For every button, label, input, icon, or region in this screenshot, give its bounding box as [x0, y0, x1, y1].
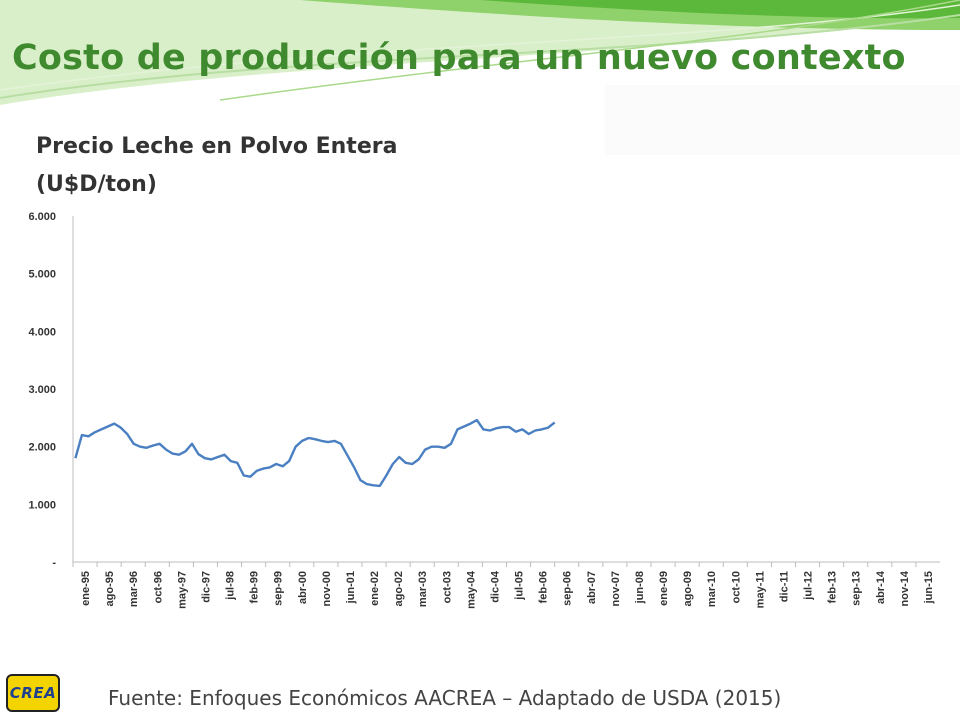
x-tick-label: dic-04: [489, 570, 501, 603]
x-tick-label: mar-96: [128, 571, 140, 607]
y-tick-label: 4.000: [28, 326, 56, 338]
chart-title-line-1: Precio Leche en Polvo Entera: [36, 134, 398, 159]
x-tick-label: jul-05: [514, 571, 526, 601]
x-tick-label: jun-15: [923, 571, 935, 604]
x-tick-label: jul-98: [225, 571, 237, 601]
x-tick-label: jun-08: [634, 571, 646, 604]
x-tick-label: mar-10: [706, 571, 718, 607]
x-tick-label: ene-09: [658, 571, 670, 606]
x-tick-label: abr-07: [586, 571, 598, 604]
x-tick-label: oct-96: [152, 571, 164, 603]
header-line-3: [219, 0, 960, 101]
series-line: [74, 418, 556, 488]
x-tick-label: may-04: [465, 570, 477, 609]
x-tick-label: jun-01: [345, 571, 357, 604]
y-tick-label: 6.000: [28, 211, 56, 223]
x-tick-label: ago-02: [393, 571, 405, 606]
blank-panel-top: [605, 85, 960, 155]
chart-title: Precio Leche en Polvo Entera (U$D/ton): [36, 128, 397, 204]
x-tick-label: may-97: [176, 571, 188, 609]
x-tick-label: sep-06: [562, 571, 574, 606]
y-tick-label: 5.000: [28, 269, 56, 281]
x-tick-label: ene-95: [80, 571, 92, 606]
x-tick-label: sep-99: [273, 571, 285, 606]
x-tick-label: dic-11: [778, 571, 790, 602]
x-tick-label: mar-03: [417, 571, 429, 607]
header-line: [0, 14, 960, 99]
x-tick-label: oct-10: [730, 571, 742, 603]
series-layer: [74, 418, 556, 488]
crea-logo: CREA: [6, 674, 60, 712]
x-tick-label: may-11: [754, 571, 766, 608]
header-swoosh-light: [0, 0, 960, 105]
header-swoosh-green: [480, 0, 960, 19]
x-tick-label: nov-14: [899, 570, 911, 606]
x-tick-label: ene-02: [369, 571, 381, 606]
y-tick-label: 3.000: [28, 384, 56, 396]
x-tick-label: feb-13: [827, 571, 839, 603]
price-line-chart: - 1.000 2.000 3.000 4.000 5.000 6.000 ene-95 ag…: [28, 211, 940, 609]
x-axis: ene-95 ago-95 mar-96 oct-96 may-97 dic-97 jul-…: [72, 561, 940, 609]
blank-panel-small: [527, 85, 605, 165]
x-tick-label: jul-12: [803, 571, 815, 601]
x-tick-label: feb-06: [538, 571, 550, 603]
x-tick-label: nov-07: [610, 571, 622, 606]
crea-logo-text: CREA: [9, 684, 57, 702]
chart-title-line-2: (U$D/ton): [36, 172, 157, 197]
slide-title: Costo de producción para un nuevo contex…: [12, 38, 906, 78]
y-tick-label: 2.000: [28, 442, 56, 454]
header-line-2: [0, 4, 960, 91]
y-tick-label: 1.000: [28, 499, 56, 511]
x-tick-label: abr-14: [875, 570, 887, 604]
y-tick-label: -: [52, 557, 56, 569]
x-tick-label: ago-09: [682, 571, 694, 606]
x-tick-label: sep-13: [851, 571, 863, 606]
x-tick-label: feb-99: [249, 571, 261, 603]
x-tick-label: nov-00: [321, 571, 333, 606]
y-axis: - 1.000 2.000 3.000 4.000 5.000 6.000: [28, 211, 74, 569]
source-note: Fuente: Enfoques Económicos AACREA – Ada…: [108, 686, 782, 710]
x-tick-label: dic-97: [200, 571, 212, 603]
x-tick-label: oct-03: [441, 571, 453, 603]
x-tick-label: abr-00: [297, 571, 309, 604]
x-tick-label: ago-95: [104, 571, 116, 606]
blank-overlay-panel: [568, 160, 960, 525]
